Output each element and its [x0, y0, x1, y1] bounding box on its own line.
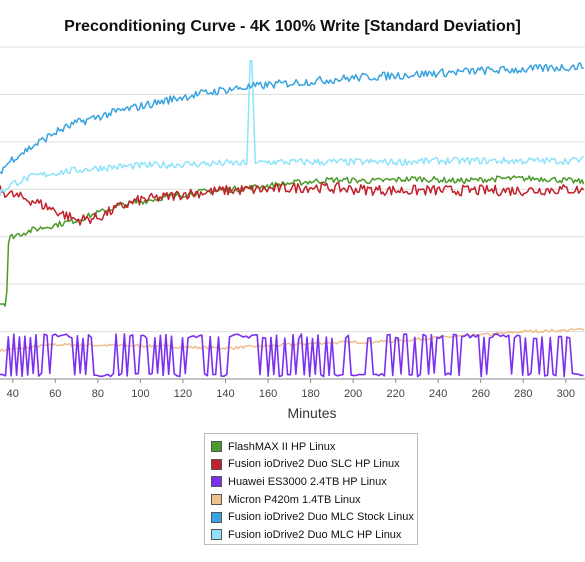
- x-tick-label: 120: [174, 388, 192, 400]
- x-tick-label: 40: [7, 388, 19, 400]
- legend-item: Fusion ioDrive2 Duo MLC Stock Linux: [211, 508, 417, 526]
- legend-label: Huawei ES3000 2.4TB HP Linux: [228, 475, 387, 488]
- legend-swatch: [211, 441, 222, 453]
- x-tick-label: 80: [92, 388, 104, 400]
- x-tick-label: 280: [514, 388, 532, 400]
- x-tick-label: 200: [344, 388, 362, 400]
- legend-item: Micron P420m 1.4TB Linux: [211, 491, 417, 509]
- series-line: [0, 62, 584, 175]
- series-line: [0, 333, 584, 378]
- series-line: [0, 181, 585, 226]
- legend-label: Micron P420m 1.4TB Linux: [228, 493, 361, 506]
- legend-swatch: [211, 476, 222, 488]
- x-tick-label: 220: [386, 388, 404, 400]
- legend-item: Fusion ioDrive2 Duo MLC HP Linux: [211, 526, 417, 544]
- x-tick-label: 140: [216, 388, 234, 400]
- x-tick-label: 260: [472, 388, 490, 400]
- x-axis-label: Minutes: [287, 405, 336, 421]
- legend-item: Fusion ioDrive2 Duo SLC HP Linux: [211, 456, 417, 474]
- series-line: [0, 175, 585, 307]
- legend-item: Huawei ES3000 2.4TB HP Linux: [211, 473, 417, 491]
- legend-label: Fusion ioDrive2 Duo MLC Stock Linux: [228, 511, 414, 524]
- plot-area: 40 60 80 100 120 140 160 180 200 220 240 260 280 300 M…: [0, 46, 585, 421]
- x-tick-label: 300: [557, 388, 575, 400]
- x-tick-label: 240: [429, 388, 447, 400]
- legend: FlashMAX II HP Linux Fusion ioDrive2 Duo …: [204, 433, 418, 545]
- x-tick-label: 160: [259, 388, 277, 400]
- legend-swatch: [211, 458, 222, 470]
- legend-swatch: [211, 511, 222, 523]
- x-tick-label: 100: [131, 388, 149, 400]
- legend-swatch: [211, 494, 222, 506]
- legend-item: FlashMAX II HP Linux: [211, 438, 417, 456]
- legend-label: FlashMAX II HP Linux: [228, 440, 336, 453]
- legend-swatch: [211, 529, 222, 541]
- chart-title: Preconditioning Curve - 4K 100% Write [S…: [64, 18, 521, 35]
- x-tick-label: 180: [301, 388, 319, 400]
- x-tick-label: 60: [49, 388, 61, 400]
- series-line: [0, 60, 584, 196]
- legend-label: Fusion ioDrive2 Duo MLC HP Linux: [228, 528, 402, 541]
- legend-label: Fusion ioDrive2 Duo SLC HP Linux: [228, 458, 400, 471]
